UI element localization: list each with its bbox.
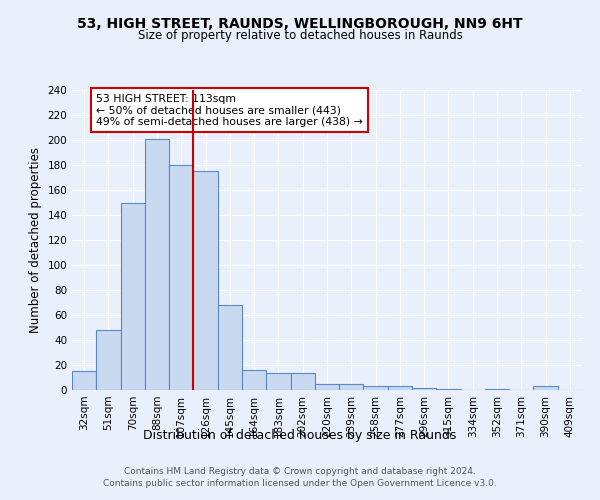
Bar: [242, 370, 266, 390]
Text: Contains HM Land Registry data © Crown copyright and database right 2024.: Contains HM Land Registry data © Crown c…: [124, 467, 476, 476]
Bar: [121, 202, 145, 390]
Bar: [169, 165, 193, 390]
Bar: [218, 305, 242, 390]
Text: 53, HIGH STREET, RAUNDS, WELLINGBOROUGH, NN9 6HT: 53, HIGH STREET, RAUNDS, WELLINGBOROUGH,…: [77, 18, 523, 32]
Bar: [388, 386, 412, 390]
Y-axis label: Number of detached properties: Number of detached properties: [29, 147, 42, 333]
Text: Contains public sector information licensed under the Open Government Licence v3: Contains public sector information licen…: [103, 478, 497, 488]
Bar: [364, 386, 388, 390]
Bar: [485, 389, 509, 390]
Text: 53 HIGH STREET: 113sqm
← 50% of detached houses are smaller (443)
49% of semi-de: 53 HIGH STREET: 113sqm ← 50% of detached…: [96, 94, 363, 127]
Bar: [412, 388, 436, 390]
Bar: [339, 384, 364, 390]
Bar: [290, 372, 315, 390]
Bar: [533, 386, 558, 390]
Text: Size of property relative to detached houses in Raunds: Size of property relative to detached ho…: [137, 29, 463, 42]
Bar: [72, 371, 96, 390]
Text: Distribution of detached houses by size in Raunds: Distribution of detached houses by size …: [143, 428, 457, 442]
Bar: [315, 384, 339, 390]
Bar: [145, 138, 169, 390]
Bar: [193, 171, 218, 390]
Bar: [96, 330, 121, 390]
Bar: [436, 389, 461, 390]
Bar: [266, 372, 290, 390]
